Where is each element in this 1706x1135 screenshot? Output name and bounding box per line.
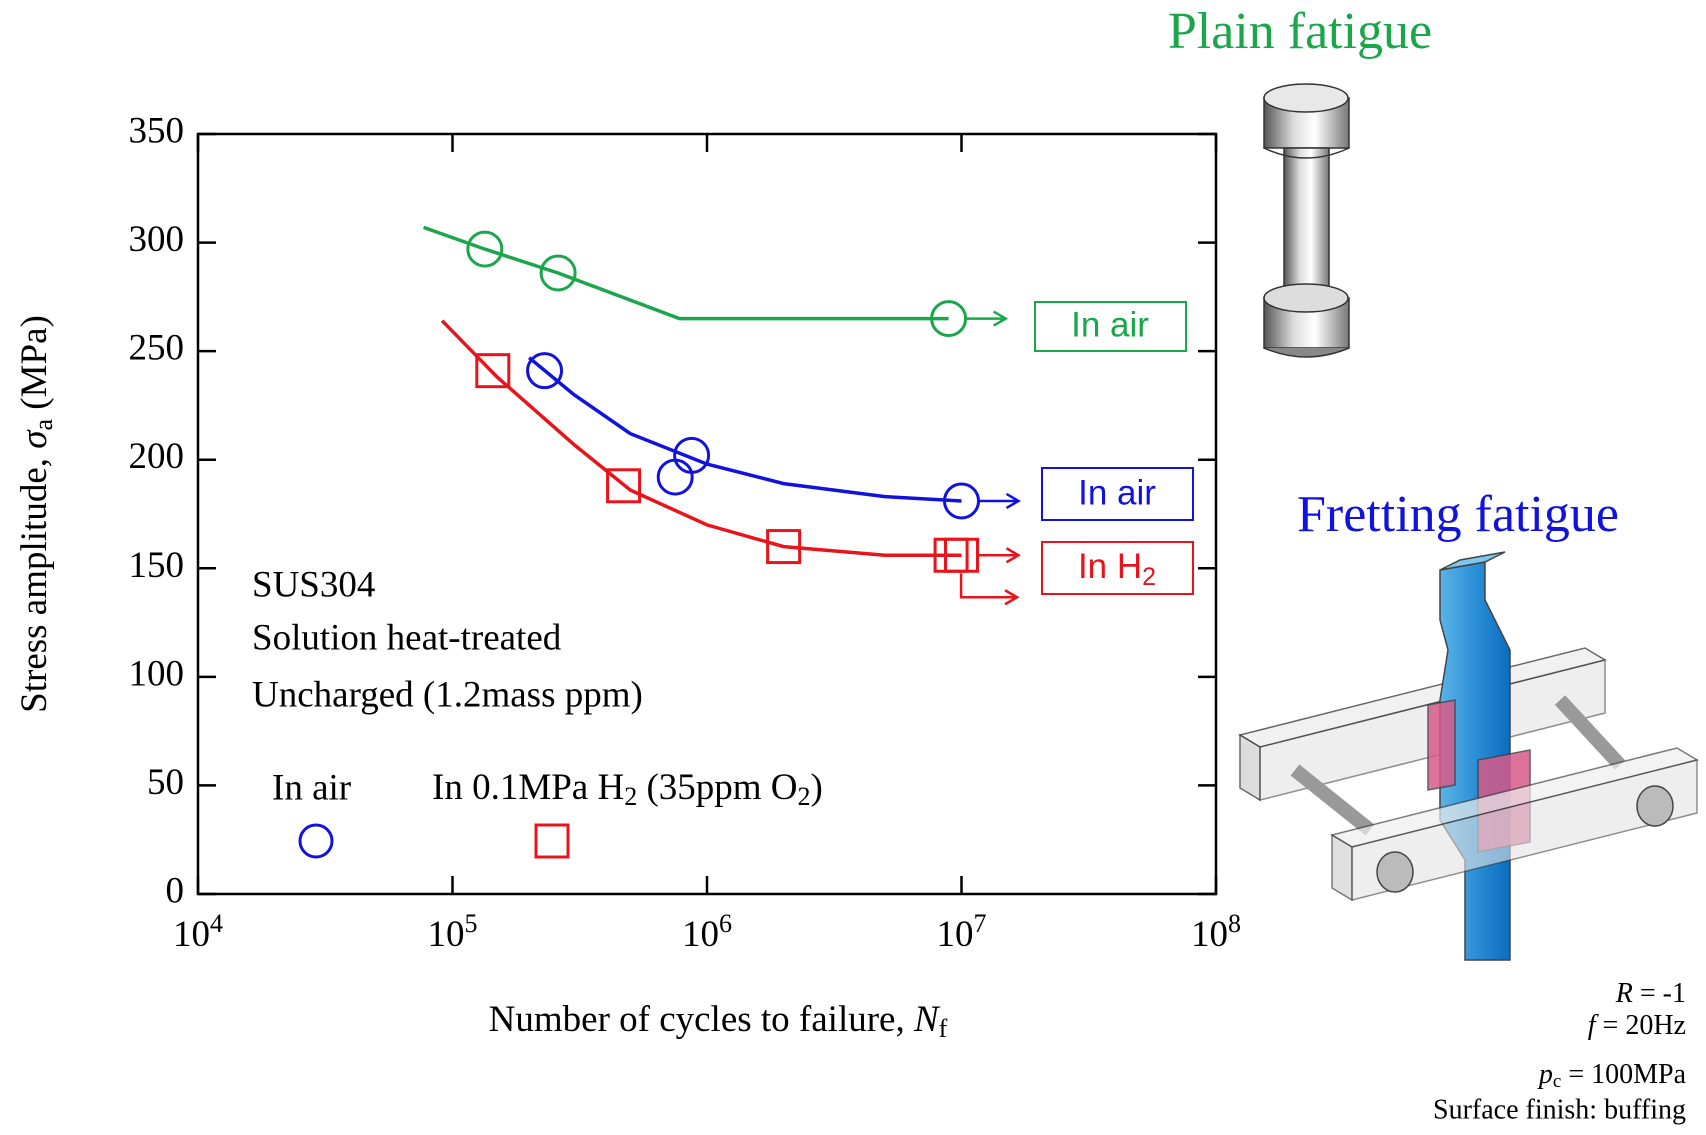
y-title-part: (MPa) <box>14 315 55 419</box>
y-title-part: a <box>29 418 58 430</box>
data-point <box>539 254 577 292</box>
y-axis-title: Stress amplitude, σa (MPa) <box>14 315 57 713</box>
figure-title: Plain fatigue <box>1168 3 1432 60</box>
data-point <box>656 458 694 496</box>
data-point <box>766 529 802 565</box>
condition: pc = 100MPa <box>1537 1059 1687 1092</box>
series-label: In air <box>1071 305 1149 344</box>
series-label-part: In H <box>1078 547 1142 586</box>
condition-part: p <box>1537 1059 1553 1090</box>
figure-title: Fretting fatigue <box>1297 486 1619 543</box>
y-tick-label: 0 <box>166 870 185 911</box>
legend-marker <box>298 823 334 859</box>
y-tick-label: 300 <box>129 219 185 260</box>
y-tick-label: 200 <box>129 436 185 477</box>
series-label-part: 2 <box>1142 563 1156 591</box>
legend-label: In 0.1MPa H2 (35ppm O2) <box>432 767 823 810</box>
x-tick-base: 10 <box>1191 914 1228 955</box>
annotation: SUS304 <box>252 564 375 605</box>
x-tick-exp: 4 <box>210 909 223 938</box>
x-tick-base: 10 <box>173 914 210 955</box>
condition: Surface finish: buffing <box>1433 1094 1686 1125</box>
condition-part: = -1 <box>1633 978 1686 1009</box>
y-tick-label: 100 <box>129 653 185 694</box>
x-tick-base: 10 <box>937 914 974 955</box>
data-point <box>475 353 511 389</box>
y-title-part: Stress amplitude, <box>14 449 55 713</box>
annotation: Solution heat-treated <box>252 617 562 658</box>
x-axis-title: Number of cycles to failure, Nf <box>489 999 948 1042</box>
condition-part: f <box>1588 1010 1599 1041</box>
data-point <box>606 468 642 504</box>
data-point <box>944 537 979 573</box>
x-title-part: Number of cycles to failure, <box>489 999 914 1040</box>
x-title-part: N <box>913 999 941 1040</box>
series-label: In H2 <box>1078 547 1156 590</box>
x-tick-exp: 5 <box>465 909 478 938</box>
condition-part: = 20Hz <box>1596 1010 1686 1041</box>
runout-arrow <box>965 310 1009 327</box>
runout-arrow <box>959 573 1020 606</box>
plain-specimen <box>1263 83 1350 358</box>
legend-marker <box>534 823 570 859</box>
x-tick-label: 104 <box>173 909 223 956</box>
fit-curve <box>440 319 962 558</box>
x-tick-label: 107 <box>937 909 987 956</box>
legend-part: 2 <box>624 782 637 811</box>
runout-arrow <box>978 547 1021 564</box>
series-label: In air <box>1078 473 1156 512</box>
x-tick-label: 105 <box>428 909 478 956</box>
y-tick-label: 250 <box>129 328 185 369</box>
data-point <box>526 352 564 390</box>
legend-part: In 0.1MPa H <box>432 767 624 808</box>
x-tick-exp: 7 <box>974 909 987 938</box>
y-tick-label: 150 <box>129 545 185 586</box>
fit-curve <box>527 356 962 503</box>
legend-part: ) <box>811 767 823 808</box>
x-tick-exp: 8 <box>1228 909 1241 938</box>
condition: f = 20Hz <box>1588 1010 1686 1041</box>
y-tick-label: 350 <box>129 110 185 151</box>
condition-part: R <box>1615 978 1633 1009</box>
runout-arrow <box>978 492 1021 510</box>
fretting-apparatus <box>1238 551 1699 961</box>
legend-label: In air <box>272 767 351 808</box>
legend-part: 2 <box>798 782 811 811</box>
x-tick-exp: 6 <box>719 909 732 938</box>
condition-part: = 100MPa <box>1561 1059 1686 1090</box>
x-tick-label: 106 <box>682 909 732 956</box>
x-tick-base: 10 <box>428 914 465 955</box>
series-label-box <box>1041 467 1194 521</box>
series-label-box <box>1041 541 1194 595</box>
condition-part: c <box>1553 1071 1561 1092</box>
x-title-part: f <box>939 1014 948 1043</box>
fit-curve <box>423 225 949 321</box>
condition: R = -1 <box>1615 978 1686 1009</box>
data-point <box>673 436 711 474</box>
x-tick-base: 10 <box>682 914 719 955</box>
x-tick-label: 108 <box>1191 909 1241 956</box>
data-point <box>466 230 504 268</box>
legend-part: (35ppm O <box>637 767 797 808</box>
series-label-box <box>1034 301 1187 352</box>
y-title-part: σ <box>14 429 55 449</box>
annotation: Uncharged (1.2mass ppm) <box>252 674 643 715</box>
y-tick-label: 50 <box>147 762 184 803</box>
